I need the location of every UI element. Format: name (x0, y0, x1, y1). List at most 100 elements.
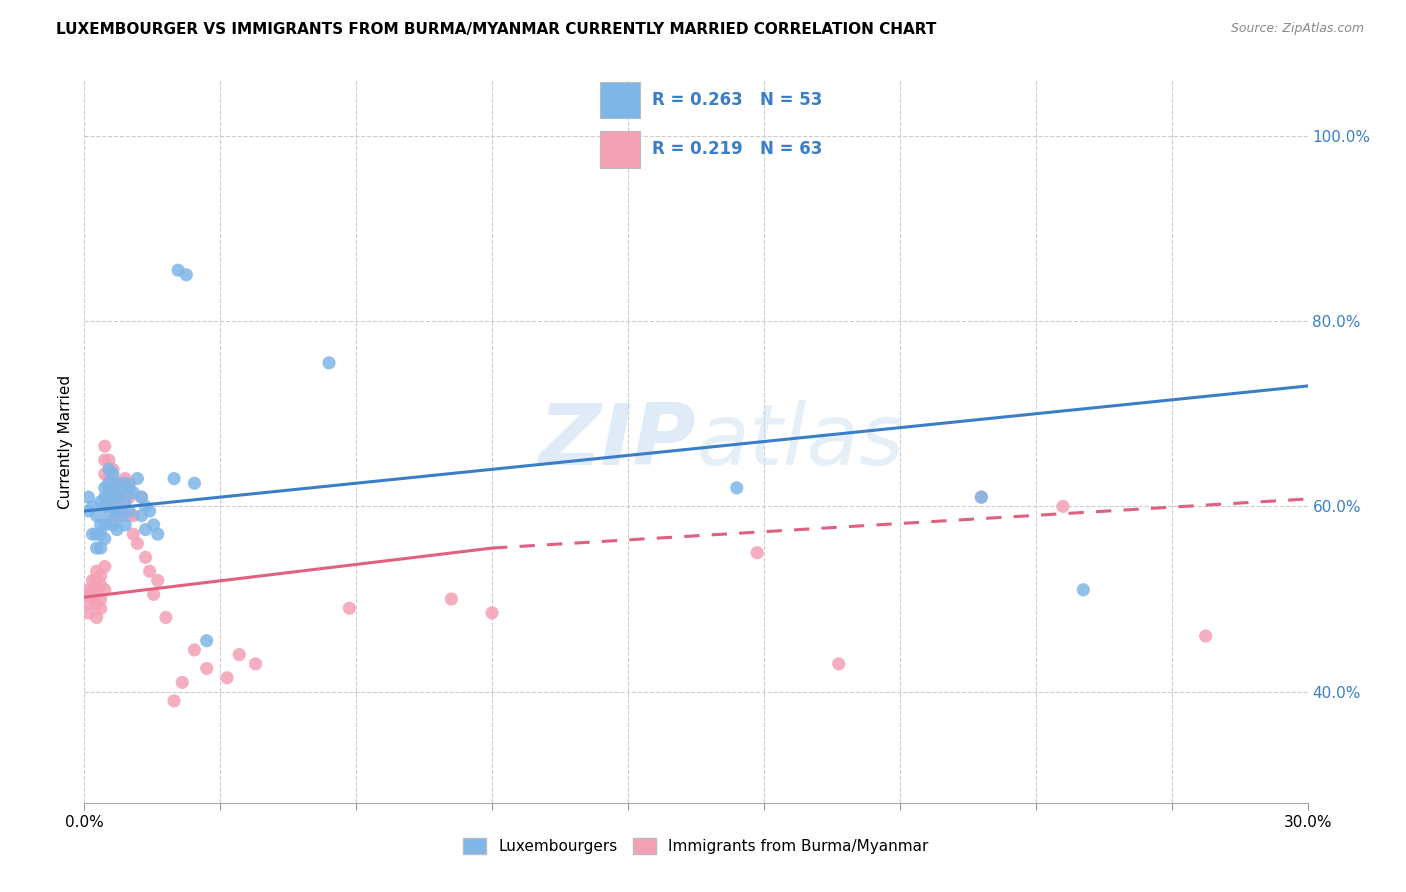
Point (93, 500, 115, 514)
Point (93, 453, 115, 467)
Point (90, 592, 112, 607)
Point (122, 508, 145, 523)
Point (90, 569, 112, 583)
Point (93, 481, 115, 495)
Point (167, 263, 190, 277)
Point (131, 490, 153, 504)
Point (86, 574, 108, 588)
Point (97, 462, 120, 476)
Point (110, 508, 132, 523)
Point (90, 517, 112, 532)
Point (135, 500, 157, 514)
Text: Source: ZipAtlas.com: Source: ZipAtlas.com (1230, 22, 1364, 36)
Point (93, 582, 115, 597)
Point (93, 559, 115, 574)
Point (183, 476, 205, 491)
Point (155, 610, 177, 624)
Point (110, 485, 132, 500)
Point (86, 597, 108, 611)
Point (82, 574, 104, 588)
Point (725, 481, 748, 495)
Point (97, 476, 120, 491)
Point (82, 592, 104, 607)
Point (1195, 629, 1218, 643)
Point (101, 500, 124, 514)
FancyBboxPatch shape (600, 131, 640, 168)
Point (118, 490, 141, 504)
FancyBboxPatch shape (600, 82, 640, 119)
Point (93, 439, 115, 453)
Point (245, 657, 267, 671)
Point (114, 517, 136, 532)
Point (970, 490, 993, 504)
Point (101, 481, 124, 495)
Point (86, 564, 108, 578)
Y-axis label: Currently Married: Currently Married (58, 375, 73, 508)
Point (105, 476, 128, 491)
Point (228, 648, 250, 662)
Point (86, 541, 108, 555)
Point (93, 517, 115, 532)
Point (135, 523, 157, 537)
Point (174, 268, 197, 282)
Point (131, 508, 153, 523)
Point (77, 597, 100, 611)
Point (101, 517, 124, 532)
Point (138, 504, 160, 518)
Point (97, 453, 120, 467)
Point (138, 564, 160, 578)
Point (118, 481, 141, 495)
Point (217, 671, 239, 685)
Point (101, 490, 124, 504)
Point (97, 481, 120, 495)
Point (82, 500, 104, 514)
Point (127, 472, 149, 486)
Point (97, 508, 120, 523)
Point (82, 527, 104, 541)
Point (86, 582, 108, 597)
Point (90, 541, 112, 555)
Point (90, 601, 112, 615)
Point (77, 606, 100, 620)
Point (131, 490, 153, 504)
Point (101, 462, 124, 476)
Point (114, 476, 136, 491)
Point (122, 485, 145, 500)
Point (77, 504, 100, 518)
Point (481, 606, 503, 620)
Point (97, 472, 120, 486)
Point (77, 490, 100, 504)
Point (163, 472, 186, 486)
Point (195, 633, 218, 648)
Point (105, 523, 128, 537)
Point (86, 527, 108, 541)
Text: LUXEMBOURGER VS IMMIGRANTS FROM BURMA/MYANMAR CURRENTLY MARRIED CORRELATION CHAR: LUXEMBOURGER VS IMMIGRANTS FROM BURMA/MY… (56, 22, 936, 37)
Point (122, 527, 145, 541)
Point (101, 467, 124, 481)
Point (172, 675, 194, 690)
Point (183, 643, 205, 657)
Point (105, 476, 128, 491)
Point (105, 490, 128, 504)
Point (135, 550, 157, 565)
Point (114, 494, 136, 508)
Point (77, 587, 100, 601)
Point (86, 610, 108, 624)
Point (1073, 582, 1095, 597)
Point (747, 546, 769, 560)
Point (110, 485, 132, 500)
Point (114, 472, 136, 486)
Point (440, 592, 463, 607)
Text: R = 0.263   N = 53: R = 0.263 N = 53 (652, 91, 823, 109)
Point (118, 508, 141, 523)
Point (127, 536, 149, 550)
Point (105, 490, 128, 504)
Point (93, 490, 115, 504)
Text: ZIP: ZIP (538, 400, 696, 483)
Point (142, 587, 165, 601)
Point (97, 490, 120, 504)
Text: R = 0.219   N = 63: R = 0.219 N = 63 (652, 141, 823, 159)
Point (77, 582, 100, 597)
Point (93, 532, 115, 546)
Text: atlas: atlas (696, 400, 904, 483)
